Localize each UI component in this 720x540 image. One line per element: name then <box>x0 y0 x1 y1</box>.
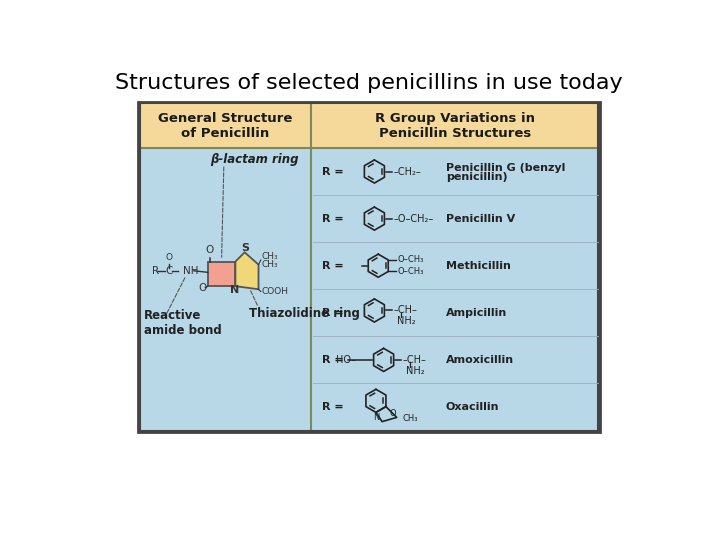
Text: CH₃: CH₃ <box>261 252 278 261</box>
Text: O–CH₃: O–CH₃ <box>397 267 424 276</box>
Text: COOH: COOH <box>261 287 289 296</box>
Text: O–CH₃: O–CH₃ <box>397 255 424 265</box>
Text: Methicillin: Methicillin <box>446 261 511 271</box>
Bar <box>311 103 598 148</box>
Bar <box>138 102 600 432</box>
Text: Ampicillin: Ampicillin <box>446 308 508 318</box>
Text: –O–CH₂–: –O–CH₂– <box>394 214 434 224</box>
Text: R =: R = <box>322 308 343 318</box>
Text: R =: R = <box>322 402 343 412</box>
Text: R Group Variations in
Penicillin Structures: R Group Variations in Penicillin Structu… <box>375 112 535 140</box>
Text: Structures of selected penicillins in use today: Structures of selected penicillins in us… <box>115 73 623 93</box>
Text: Reactive
amide bond: Reactive amide bond <box>144 309 222 337</box>
Text: General Structure
of Penicillin: General Structure of Penicillin <box>158 112 292 140</box>
Text: β-lactam ring: β-lactam ring <box>210 153 299 166</box>
Text: NH: NH <box>183 266 199 276</box>
Bar <box>140 103 311 148</box>
Text: R =: R = <box>322 214 343 224</box>
Text: NH₂: NH₂ <box>397 316 415 326</box>
Text: R =: R = <box>322 166 343 177</box>
Text: penicillin): penicillin) <box>446 172 508 182</box>
Text: S: S <box>241 244 249 253</box>
Text: CH₃: CH₃ <box>403 414 418 423</box>
Text: –CH₂–: –CH₂– <box>394 166 421 177</box>
Polygon shape <box>235 252 258 289</box>
Text: Penicillin G (benzyl: Penicillin G (benzyl <box>446 163 565 173</box>
Text: O: O <box>198 283 207 293</box>
Text: N: N <box>230 285 239 295</box>
Text: NH₂: NH₂ <box>406 366 425 376</box>
Text: Amoxicillin: Amoxicillin <box>446 355 514 365</box>
Text: R =: R = <box>322 355 343 365</box>
Text: O: O <box>206 245 214 255</box>
Text: N: N <box>373 413 379 422</box>
Text: O: O <box>390 409 396 418</box>
Text: Oxacillin: Oxacillin <box>446 402 500 412</box>
Text: R =: R = <box>322 261 343 271</box>
Text: C: C <box>166 266 173 276</box>
Text: Thiazolidine ring: Thiazolidine ring <box>249 307 360 320</box>
Text: HO–: HO– <box>336 355 356 365</box>
Text: –CH–: –CH– <box>394 306 418 315</box>
Text: Penicillin V: Penicillin V <box>446 214 516 224</box>
Text: O: O <box>166 253 173 262</box>
Text: R: R <box>152 266 159 276</box>
Text: –CH–: –CH– <box>403 355 427 365</box>
Bar <box>140 103 598 430</box>
Bar <box>207 261 235 286</box>
Text: CH₃: CH₃ <box>261 260 278 269</box>
